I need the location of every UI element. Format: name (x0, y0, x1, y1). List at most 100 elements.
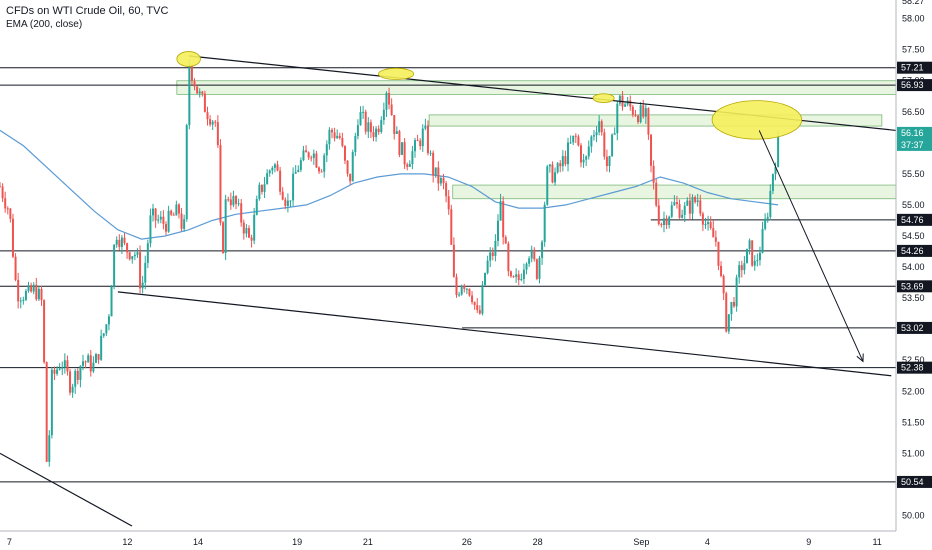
candle-body (312, 153, 315, 158)
candle-body (554, 172, 557, 183)
current-price-badge (897, 126, 932, 151)
price-tick-label: 55.00 (902, 200, 925, 210)
candle-body (530, 249, 533, 259)
highlight-markers (176, 51, 803, 140)
candle-body (613, 133, 616, 135)
highlight-ellipse (176, 51, 201, 67)
candle-body (491, 252, 494, 256)
candle-body (650, 134, 653, 166)
candle-body (177, 204, 180, 214)
candle-body (460, 285, 463, 295)
candle-body (639, 105, 642, 123)
candle-body (390, 104, 393, 116)
time-tick-label: 12 (122, 537, 132, 547)
level-badge-label: 57.21 (901, 63, 924, 73)
candle-body (133, 254, 136, 257)
candle-body (637, 115, 640, 123)
candle-body (660, 224, 663, 226)
level-badge (897, 213, 932, 226)
candle-body (652, 165, 655, 183)
candle-body (507, 243, 510, 272)
candle-body (30, 285, 33, 292)
candle-body (611, 134, 614, 156)
level-badge-label: 53.69 (901, 281, 924, 291)
candle-body (481, 284, 484, 314)
candle-body (634, 114, 637, 116)
candle-body (439, 178, 442, 184)
candle-body (4, 198, 7, 209)
price-badges: 57.21 54.26 53.69 52.38 50.54 53.02 54.76 56.93… (897, 61, 932, 488)
time-tick-label: 21 (363, 537, 373, 547)
candle-body (502, 201, 505, 238)
candle-body (465, 288, 468, 290)
candle-body (92, 362, 95, 372)
candle-body (725, 293, 728, 332)
candle-body (496, 220, 499, 241)
candle-body (535, 259, 538, 279)
candle-body (769, 190, 772, 217)
candle-body (211, 121, 214, 125)
candle-body (452, 244, 455, 277)
candle-body (164, 223, 167, 232)
arrow-shaft (758, 130, 864, 362)
candle-body (717, 241, 720, 266)
candle-body (341, 137, 344, 146)
candle-body (727, 314, 730, 332)
candle-body (219, 145, 222, 223)
candle-body (564, 156, 567, 165)
candle-body (528, 258, 531, 264)
price-tick-label: 54.00 (902, 262, 925, 272)
candle-body (126, 243, 129, 253)
candle-body (224, 199, 227, 253)
candle-body (380, 120, 383, 133)
candle-body (437, 167, 440, 184)
candle-body (157, 219, 160, 221)
candle-body (263, 184, 266, 192)
candle-body (745, 248, 748, 264)
candle-body (227, 199, 230, 201)
candle-body (709, 222, 712, 229)
candle-body (0, 186, 1, 188)
candle-body (730, 301, 733, 315)
candle-body (748, 240, 751, 249)
candle-body (385, 93, 388, 110)
price-tick-top: 58.27 (902, 0, 925, 6)
candle-body (688, 200, 691, 214)
candle-body (346, 160, 349, 174)
candle-body (229, 199, 232, 206)
candle-body (551, 164, 554, 183)
candle-body (336, 135, 339, 139)
level-badge (897, 321, 932, 334)
time-tick-label: 28 (533, 537, 543, 547)
candle-body (401, 142, 404, 155)
candle-body (683, 205, 686, 215)
candle-body (201, 91, 204, 94)
candle-body (180, 213, 183, 229)
candle-body (56, 369, 59, 374)
time-tick-label: 7 (7, 537, 12, 547)
candle-body (701, 213, 704, 225)
candle-body (364, 111, 367, 132)
level-badge-label: 54.26 (901, 246, 924, 256)
price-tick-label: 51.50 (902, 417, 925, 427)
time-tick-label: 19 (292, 537, 302, 547)
candle-body (598, 121, 601, 133)
candle-body (766, 216, 769, 219)
candle-body (102, 333, 105, 336)
candle-body (279, 170, 282, 192)
candle-body (382, 109, 385, 121)
candle-body (489, 252, 492, 261)
candle-body (681, 214, 684, 218)
candle-body (141, 282, 144, 289)
candle-body (733, 301, 736, 307)
candle-body (662, 218, 665, 226)
indicator-label: EMA (200, close) (6, 19, 82, 30)
time-axis[interactable]: 7 12 14 19 21 26 28 Sep 4 9 11 (7, 537, 882, 547)
candle-body (434, 167, 437, 176)
candle-body (670, 205, 673, 217)
candle-body (260, 184, 263, 192)
candle-body (751, 240, 754, 266)
candle-body (50, 369, 53, 436)
candle-body (447, 196, 450, 210)
